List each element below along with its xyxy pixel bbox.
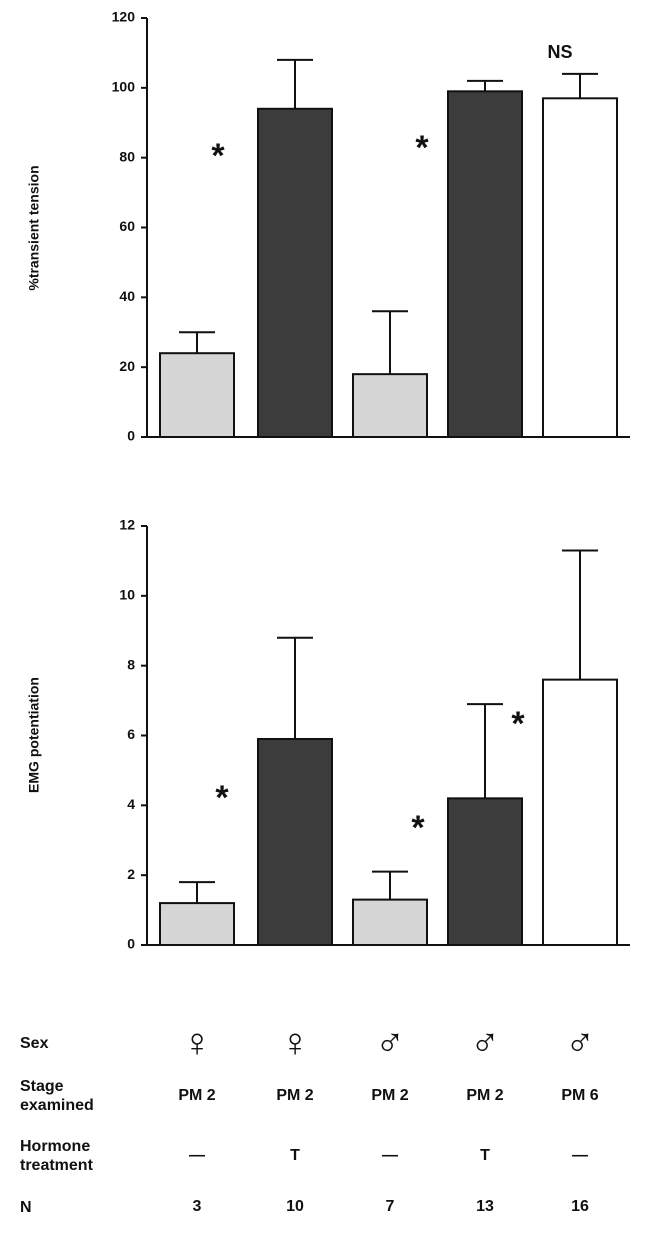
y-tick-label: 12: [119, 517, 135, 533]
table-cell: PM 2: [178, 1087, 216, 1104]
annotation: *: [211, 137, 225, 175]
table-cell: ♂: [470, 1020, 500, 1065]
y-tick-label: 80: [119, 148, 135, 164]
table-cell: PM 6: [561, 1087, 599, 1104]
row-label: Hormone treatment: [20, 1138, 93, 1174]
y-tick-label: 10: [119, 587, 135, 603]
table-cell: —: [189, 1147, 205, 1164]
y-axis-label: %transient tension: [26, 165, 42, 290]
table-cell: T: [480, 1147, 490, 1164]
bar: [159, 352, 235, 439]
table-cell: PM 2: [276, 1087, 314, 1104]
y-tick-label: 60: [119, 218, 135, 234]
row-label: Sex: [20, 1034, 49, 1052]
table-cell: —: [382, 1147, 398, 1164]
annotation: *: [411, 809, 425, 847]
annotation: NS: [547, 42, 572, 62]
bar: [352, 898, 428, 947]
y-axis-label: EMG potentiation: [26, 677, 42, 793]
table-cell: ♀: [280, 1020, 310, 1065]
bar: [352, 373, 428, 438]
bar: [257, 737, 333, 946]
table-cell: 13: [476, 1198, 494, 1215]
row-label: Stage examined: [20, 1078, 94, 1114]
table-cell: PM 2: [371, 1087, 409, 1104]
table-cell: T: [290, 1147, 300, 1164]
table-cell: ♂: [565, 1020, 595, 1065]
row-label: N: [20, 1198, 32, 1216]
charts: 0 20 40 60 80 100 120 %transient tension * * NS 0 2 4…: [26, 9, 630, 952]
bar: [257, 107, 333, 439]
y-tick-label: 6: [127, 726, 135, 742]
bar: [447, 90, 523, 438]
table-cell: 3: [192, 1198, 202, 1215]
bar: [159, 902, 235, 946]
y-tick-label: 40: [119, 288, 135, 304]
y-tick-label: 20: [119, 358, 135, 374]
y-tick-label: 4: [127, 796, 135, 812]
annotation: *: [511, 705, 525, 743]
annotation: *: [415, 129, 429, 167]
table-cell: PM 2: [466, 1087, 504, 1104]
y-tick-label: 8: [127, 656, 135, 672]
bar: [542, 678, 618, 947]
y-tick-label: 100: [112, 79, 136, 95]
table-cell: ♀: [182, 1020, 212, 1065]
table-cell: 16: [571, 1198, 589, 1215]
y-tick-label: 120: [112, 9, 136, 25]
bar: [447, 797, 523, 946]
y-tick-label: 0: [127, 428, 135, 444]
table-cell: 7: [385, 1198, 395, 1215]
bar: [542, 97, 618, 439]
annotation: *: [215, 779, 229, 817]
table-cell: 10: [286, 1198, 304, 1215]
table-cell: —: [572, 1147, 588, 1164]
y-tick-label: 0: [127, 936, 135, 952]
y-tick-label: 2: [127, 866, 135, 882]
table-cell: ♂: [375, 1020, 405, 1065]
